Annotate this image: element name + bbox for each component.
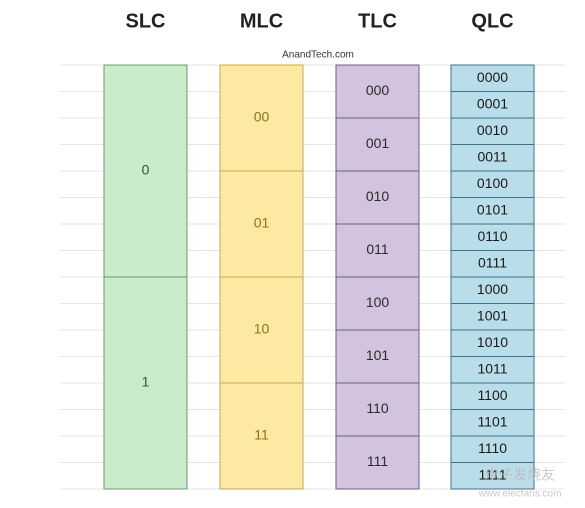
cell	[450, 435, 535, 463]
cell-label: 0100	[477, 175, 508, 191]
cell	[335, 276, 420, 331]
cell	[450, 144, 535, 172]
cell	[219, 64, 304, 172]
cell	[219, 170, 304, 278]
cell-label: 0010	[477, 122, 508, 138]
watermark-name: 电子发烧友	[485, 467, 555, 483]
cell-label: 0000	[477, 69, 508, 85]
cell	[450, 91, 535, 119]
cell-label: 0011	[477, 148, 507, 164]
cell-label: 01	[254, 215, 270, 231]
column-title: MLC	[240, 10, 283, 32]
cell-label: 101	[366, 347, 390, 363]
cell	[450, 462, 535, 490]
column-title: TLC	[358, 10, 397, 32]
cell	[335, 117, 420, 172]
cell-label: 1101	[477, 413, 507, 429]
cell-label: 100	[366, 294, 390, 310]
cell	[219, 382, 304, 490]
cell-label: 000	[366, 82, 390, 98]
cell-label: 1100	[477, 387, 507, 403]
cell-label: 00	[254, 109, 270, 125]
cell-label: 110	[366, 400, 389, 416]
cell-label: 0111	[478, 254, 507, 270]
cell-label: 1000	[477, 281, 508, 297]
cell-label: 1111	[478, 466, 506, 482]
cell-label: 011	[366, 241, 389, 257]
source-label: AnandTech.com	[282, 50, 354, 61]
cell-label: 0	[142, 162, 150, 178]
cell-label: 1110	[478, 440, 507, 456]
cell-label: 10	[254, 321, 270, 337]
cell-label: 111	[367, 453, 388, 469]
columns: SLC01MLC00011011TLC000001010011100101110…	[103, 10, 535, 490]
cell	[450, 356, 535, 384]
cell	[450, 250, 535, 278]
cell	[103, 64, 188, 278]
cell-label: 1001	[477, 307, 508, 323]
cell	[335, 435, 420, 490]
cell	[219, 276, 304, 384]
column-title: QLC	[471, 10, 513, 32]
cell-label: 1	[142, 374, 150, 390]
watermark-url: www.elecfans.com	[478, 489, 562, 500]
column-title: SLC	[126, 10, 166, 32]
cell-label: 0101	[477, 201, 508, 217]
cell	[103, 276, 188, 490]
cell	[450, 64, 535, 92]
cell	[450, 223, 535, 251]
cell	[335, 64, 420, 119]
cell-label: 0110	[477, 228, 507, 244]
cell	[335, 223, 420, 278]
cell-label: 11	[254, 427, 269, 443]
cell-label: 1010	[477, 334, 508, 350]
cell-label: 1011	[477, 360, 507, 376]
cell	[450, 117, 535, 145]
cell	[450, 276, 535, 304]
cell	[450, 170, 535, 198]
cell	[335, 382, 420, 437]
cell-label: 010	[366, 188, 390, 204]
cell	[450, 329, 535, 357]
cell	[335, 329, 420, 384]
cell-label: 0001	[477, 95, 508, 111]
cell	[450, 303, 535, 331]
cell-label: 001	[366, 135, 390, 151]
